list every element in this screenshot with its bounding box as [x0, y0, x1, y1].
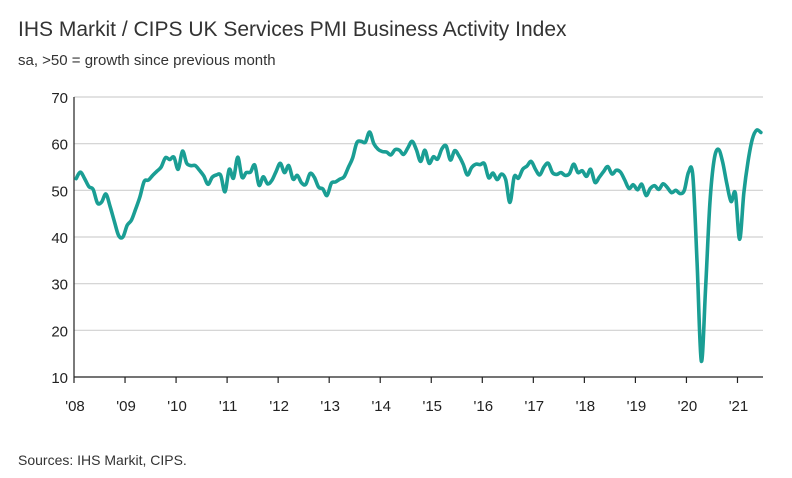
- x-tick-label: '15: [422, 398, 442, 415]
- y-tick-label: 70: [51, 90, 68, 107]
- x-tick-label: '16: [474, 398, 494, 415]
- source-note: Sources: IHS Markit, CIPS.: [18, 452, 187, 468]
- x-tick-label: '11: [219, 398, 237, 415]
- series-line: [74, 128, 763, 363]
- x-tick-label: '17: [525, 398, 545, 415]
- y-tick-label: 50: [51, 183, 68, 200]
- x-tick-label: '09: [116, 398, 136, 415]
- x-tick-label: '19: [627, 398, 647, 415]
- x-tick-label: '12: [269, 398, 289, 415]
- series: [74, 128, 763, 363]
- y-tick-label: 40: [51, 230, 68, 247]
- y-tick-label: 60: [51, 137, 68, 154]
- gridlines: [74, 96, 763, 331]
- tick-labels: 10 20 30 40 50 60 70 '08 '09 '10 '11 '12 '13 '14 '15 '1…: [51, 90, 748, 415]
- chart-subtitle: sa, >50 = growth since previous month: [18, 52, 276, 69]
- y-tick-label: 10: [51, 370, 68, 387]
- x-tick-label: '21: [729, 398, 749, 415]
- axes: [73, 97, 763, 383]
- x-tick-label: '08: [65, 398, 85, 415]
- x-tick-label: '18: [576, 398, 596, 415]
- x-tick-label: '14: [371, 398, 391, 415]
- chart-title: IHS Markit / CIPS UK Services PMI Busine…: [18, 18, 567, 41]
- x-tick-label: '10: [167, 398, 187, 415]
- y-tick-label: 20: [51, 323, 68, 340]
- x-tick-label: '13: [320, 398, 340, 415]
- x-tick-label: '20: [678, 398, 698, 415]
- y-tick-label: 30: [51, 277, 68, 294]
